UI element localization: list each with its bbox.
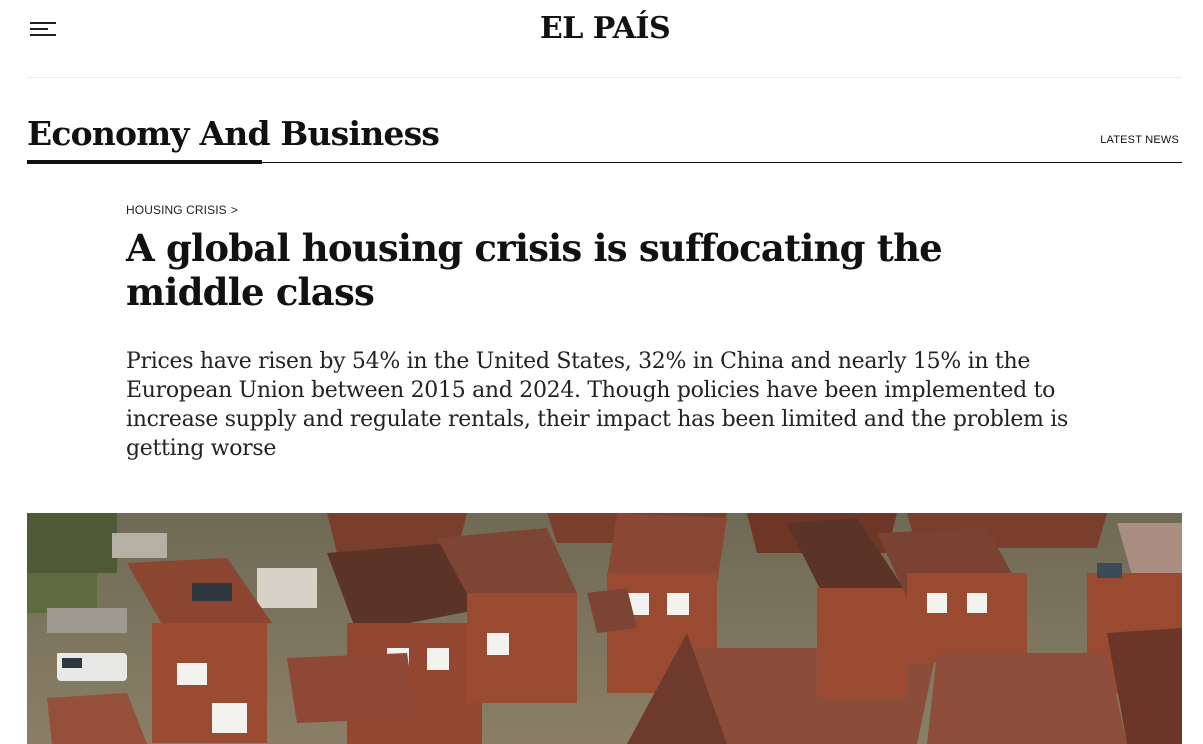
article-kicker[interactable]: HOUSING CRISIS > xyxy=(126,200,1086,220)
section-title[interactable]: Economy And Business xyxy=(27,114,440,153)
chevron-right-icon: > xyxy=(230,203,238,217)
latest-news-link[interactable]: LATEST NEWS xyxy=(1100,134,1179,146)
article-subheadline: Prices have risen by 54% in the United S… xyxy=(126,349,1069,461)
section-title-underline xyxy=(27,160,262,164)
kicker-label: HOUSING CRISIS xyxy=(126,203,227,217)
section-header: Economy And Business LATEST NEWS xyxy=(27,110,1182,164)
article-header: HOUSING CRISIS > A global housing crisis … xyxy=(126,200,1086,463)
site-header: EL PAÍS xyxy=(27,0,1182,78)
article-hero-image xyxy=(27,513,1182,744)
article-headline: A global housing crisis is suffocating t… xyxy=(126,226,943,314)
site-logo[interactable]: EL PAÍS xyxy=(539,11,671,46)
hamburger-menu-icon[interactable] xyxy=(30,22,58,38)
